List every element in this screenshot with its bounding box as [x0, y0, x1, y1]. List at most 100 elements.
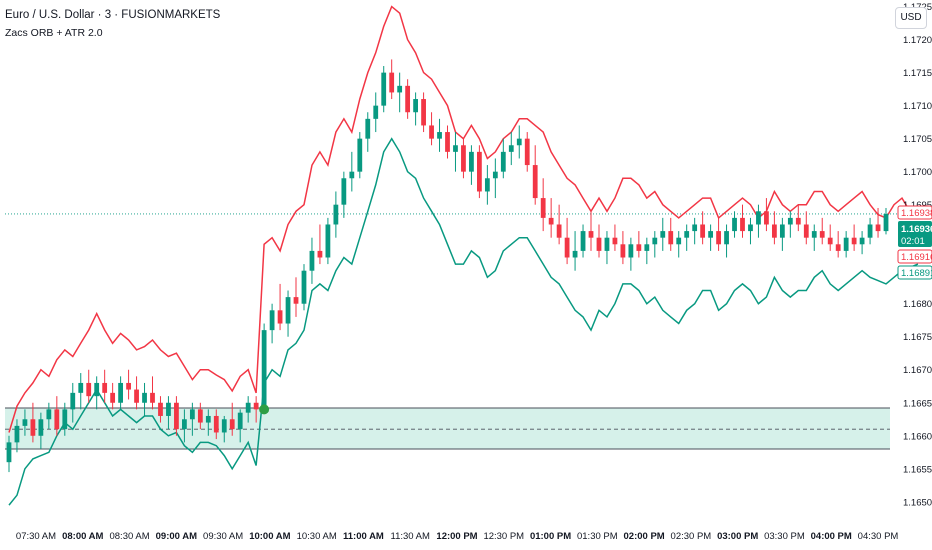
- candle: [221, 415, 227, 443]
- candle: [716, 217, 721, 251]
- y-tick-label: 1.16600: [903, 431, 932, 442]
- candle: [779, 217, 785, 251]
- y-tick-label: 1.16550: [903, 464, 932, 475]
- candle: [78, 373, 84, 410]
- candle: [548, 198, 554, 238]
- candle-body: [421, 99, 426, 126]
- candle-body: [508, 145, 514, 152]
- y-tick-label: 1.16750: [903, 332, 932, 343]
- candle: [429, 112, 434, 146]
- candle: [213, 409, 219, 440]
- candle-body: [604, 237, 610, 251]
- x-tick-label: 10:00 AM: [249, 531, 290, 542]
- candle: [564, 217, 570, 265]
- candle-body: [445, 132, 450, 152]
- candle-body: [182, 419, 187, 430]
- candle: [700, 211, 706, 245]
- y-tick-label: 1.16650: [903, 398, 932, 409]
- candle: [245, 396, 251, 423]
- lower-band-price-label-text: 1.16891: [901, 268, 932, 279]
- candle-body: [692, 224, 698, 232]
- candle: [94, 376, 100, 410]
- candle-body: [261, 330, 267, 410]
- upper-band-price-label-box: [897, 205, 932, 220]
- candle: [421, 92, 426, 133]
- candle-body: [843, 237, 849, 251]
- candle-body: [787, 217, 793, 225]
- candle: [469, 145, 474, 185]
- candle: [110, 382, 116, 410]
- symbol-title[interactable]: Euro / U.S. Dollar · 3 · FUSIONMARKETS: [5, 9, 221, 21]
- candle-body: [301, 270, 307, 304]
- candle: [189, 402, 195, 436]
- candle: [612, 224, 618, 251]
- candle-body: [102, 382, 108, 393]
- candle-body: [867, 224, 873, 238]
- candle-body: [197, 409, 203, 423]
- candle: [644, 237, 650, 265]
- candle: [756, 204, 761, 238]
- x-tick-label: 02:30 PM: [671, 531, 712, 542]
- candle: [724, 224, 729, 258]
- candle: [349, 151, 355, 192]
- candle-body: [389, 72, 395, 93]
- candle: [604, 231, 610, 265]
- candle-body: [86, 382, 92, 397]
- lower-band-price-label: 1.16891: [897, 265, 932, 280]
- candle-body: [644, 244, 650, 251]
- candle-body: [740, 217, 745, 232]
- candle-body: [588, 231, 594, 238]
- candle-body: [548, 217, 554, 225]
- candle-body: [580, 231, 586, 251]
- candle-body: [30, 419, 36, 436]
- candle: [684, 224, 690, 251]
- candle: [620, 231, 626, 265]
- x-tick-label: 10:30 AM: [297, 531, 337, 542]
- candle: [556, 204, 562, 245]
- opening-range-box: [5, 408, 890, 449]
- candle: [293, 277, 299, 317]
- axes-layer: 1.16500 1.16550 1.16600 1.16650 1.16700 1.167…: [16, 2, 932, 542]
- candle-body: [189, 409, 195, 420]
- y-tick-label: 1.17100: [903, 101, 932, 112]
- indicator-legend[interactable]: Zacs ORB + ATR 2.0: [5, 27, 103, 39]
- candle: [445, 125, 450, 159]
- y-tick-label: 1.17150: [903, 68, 932, 79]
- candle-body: [628, 244, 634, 258]
- candle: [118, 376, 123, 410]
- candle: [54, 396, 60, 436]
- last-price-text: 1.16936: [901, 224, 932, 235]
- candle: [166, 396, 171, 430]
- candle-body: [437, 132, 442, 139]
- candle-body: [373, 105, 379, 119]
- candle: [740, 204, 745, 238]
- candle-body: [6, 442, 12, 463]
- candle-body: [166, 402, 171, 416]
- candle: [333, 191, 339, 238]
- x-tick-label: 01:00 PM: [530, 531, 571, 542]
- candle-body: [708, 231, 713, 238]
- candle-body: [54, 409, 60, 430]
- candle-body: [748, 224, 753, 232]
- candle-body: [213, 415, 219, 433]
- candle: [508, 132, 514, 166]
- candle-body: [492, 171, 498, 179]
- candle: [596, 224, 602, 258]
- currency-button[interactable]: USD: [895, 7, 927, 29]
- candle-body: [540, 198, 546, 218]
- candle: [22, 409, 28, 436]
- candle: [540, 178, 546, 232]
- x-tick-label: 03:00 PM: [717, 531, 758, 542]
- candle: [197, 402, 203, 430]
- x-tick-label: 09:00 AM: [156, 531, 197, 542]
- candle-body: [158, 402, 163, 416]
- candle-body: [700, 224, 706, 238]
- candle-body: [596, 237, 602, 251]
- candle-body: [277, 310, 283, 324]
- candle-body: [453, 145, 458, 152]
- candle-body: [365, 118, 371, 139]
- candle: [676, 231, 682, 258]
